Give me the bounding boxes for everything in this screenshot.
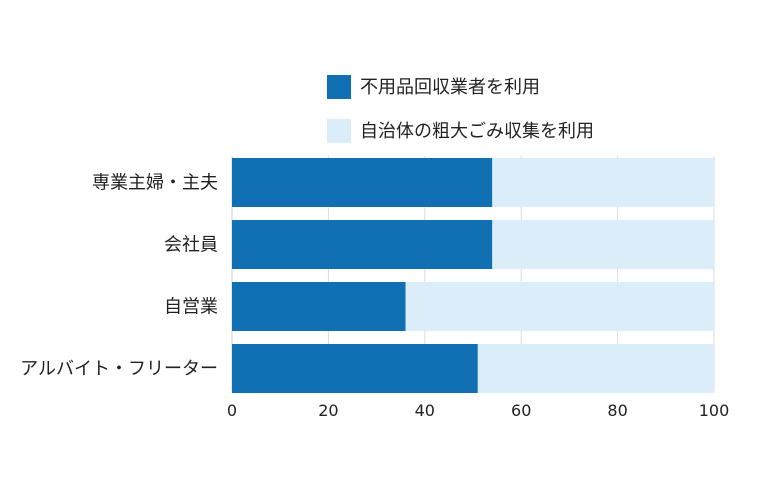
category-label-2: 自営業	[164, 297, 218, 318]
bar-0-series-1	[492, 158, 714, 207]
legend-swatch-0	[327, 75, 351, 99]
bar-1-series-0	[232, 220, 493, 269]
bar-2-series-1	[405, 282, 714, 331]
legend-swatch-1	[327, 119, 351, 143]
category-label-1: 会社員	[164, 235, 218, 256]
bar-2-series-0	[232, 282, 406, 331]
bar-layer	[232, 158, 714, 393]
bar-3-series-0	[232, 344, 478, 393]
legend-label-0: 不用品回収業者を利用	[360, 77, 540, 98]
x-tick-label-5: 100	[699, 401, 730, 420]
x-tick-label-1: 20	[318, 401, 338, 420]
x-tick-label-2: 40	[415, 401, 435, 420]
x-tick-label-4: 80	[607, 401, 627, 420]
x-tick-label-3: 60	[511, 401, 531, 420]
category-label-0: 専業主婦・主夫	[92, 173, 218, 194]
category-label-3: アルバイト・フリーター	[20, 359, 218, 380]
bar-0-series-0	[232, 158, 493, 207]
legend-label-1: 自治体の粗大ごみ収集を利用	[360, 121, 594, 142]
bar-1-series-1	[492, 220, 714, 269]
bar-3-series-1	[477, 344, 714, 393]
x-tick-label-0: 0	[227, 401, 237, 420]
